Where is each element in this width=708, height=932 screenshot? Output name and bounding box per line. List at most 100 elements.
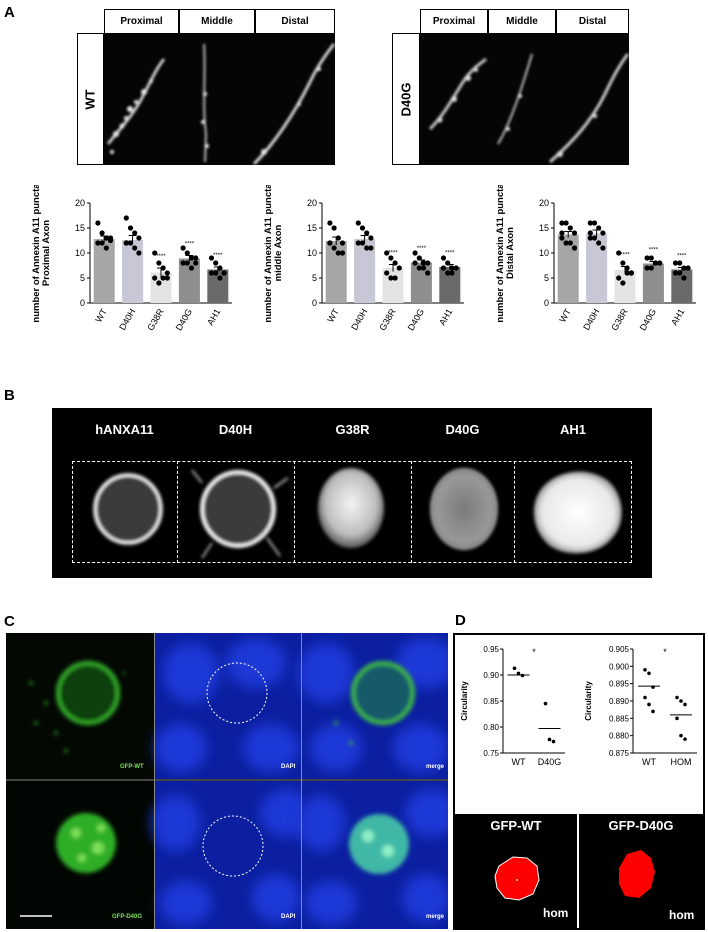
panel-label-a: A [4,4,15,21]
data-point [644,265,650,271]
data-point [152,250,158,256]
data-point [152,275,158,281]
data-point [651,685,655,689]
data-point [647,671,651,676]
x-tick-label: G38R [377,307,398,333]
significance-label: **** [677,254,687,260]
data-point [620,260,626,266]
data-point [388,255,394,261]
x-tick-label: D40G [538,757,562,767]
tag-merge: merge [426,914,445,920]
data-point [425,270,431,276]
bar [586,233,608,303]
x-tick-label: AH1 [437,307,454,327]
data-point [416,255,422,261]
data-point [628,270,634,276]
data-point [651,709,655,714]
y-tick-label: 0.90 [483,671,499,680]
chart-circularity-d40g: Circularity 0.75 0.80 0.85 0.90 0.95 WT D40G * [460,645,565,767]
data-point [672,270,679,276]
header-proximal: Proximal [104,9,179,34]
panel-label-b: B [4,387,15,404]
x-tick-label: D40H [349,307,369,332]
y-axis-label: number of Annexin A11 punctamiddle Axon [263,185,284,323]
x-tick-label: D40H [581,307,601,332]
y-tick-label: 0.85 [483,697,499,706]
panel-label-c: C [4,613,15,630]
label-g38r: G38R [335,422,370,437]
data-point [445,270,451,276]
data-point [440,255,447,261]
data-point [331,225,337,231]
x-tick-label: WT [93,307,109,325]
data-point [123,240,129,246]
data-point [587,230,593,236]
data-point [188,265,195,271]
data-point [180,245,186,251]
data-point [359,225,366,231]
x-tick-label: WT [512,757,526,767]
data-point [571,230,578,236]
row-label-d40g: D40G [392,33,420,165]
data-point [596,240,602,246]
data-point [567,225,573,231]
data-point [217,265,223,271]
data-point [657,260,663,266]
significance-label: **** [649,248,659,254]
data-point [567,240,573,246]
x-tick-label: WT [325,307,341,325]
data-point [156,260,162,266]
data-point [675,695,679,700]
x-tick-label: D40H [117,307,137,332]
significance-label: **** [388,251,398,257]
data-point [644,255,650,261]
data-point [368,235,374,241]
bar [122,240,144,303]
data-point [679,699,683,703]
data-point [136,250,142,256]
chart-proximal-axon: number of Annexin A11 punctaProximal Axo… [31,185,232,332]
y-tick-label: 5 [80,273,85,283]
data-point [355,240,361,246]
data-point [221,270,227,276]
data-point [648,255,654,261]
data-point [677,270,683,276]
data-point [160,265,166,271]
x-tick-label: AH1 [205,307,222,327]
data-point [335,235,341,241]
data-point [600,230,606,236]
panel-c-image: GFP-WT DAPI merge GFP-D40G DAPI merge [6,633,448,929]
data-point [392,275,398,281]
data-point [384,250,390,256]
data-point [123,215,129,221]
data-point [188,255,195,261]
data-point [95,240,101,246]
significance-label: **** [185,242,195,248]
chart-distal-axon: number of Annexin A11 punctaDistal Axon 0… [495,185,696,332]
shape-divider [577,814,579,928]
header-middle: Middle [488,9,556,34]
data-point [587,220,593,226]
panel-d-frame: Circularity 0.75 0.80 0.85 0.90 0.95 WT D40G * C… [453,633,705,930]
data-point [681,275,687,281]
micrograph-wt-axon [104,34,335,165]
data-point [675,716,679,721]
data-point [396,265,402,271]
data-point [547,737,552,742]
y-tick-label: 5 [312,273,317,283]
header-proximal: Proximal [420,9,488,34]
data-point [551,739,556,744]
bar [382,268,404,303]
y-tick-label: 0.905 [609,645,630,654]
data-point [672,260,679,266]
data-point [543,701,548,706]
data-point [327,220,333,226]
data-point [624,270,630,276]
panel-b-image: hANXA11 D40H G38R D40G AH1 [52,408,652,578]
row-label-text: WT [83,88,98,110]
y-tick-label: 20 [539,198,549,208]
dashed-divider [177,461,178,563]
data-point [449,270,455,276]
data-point [208,270,215,276]
y-tick-label: 10 [75,248,85,258]
